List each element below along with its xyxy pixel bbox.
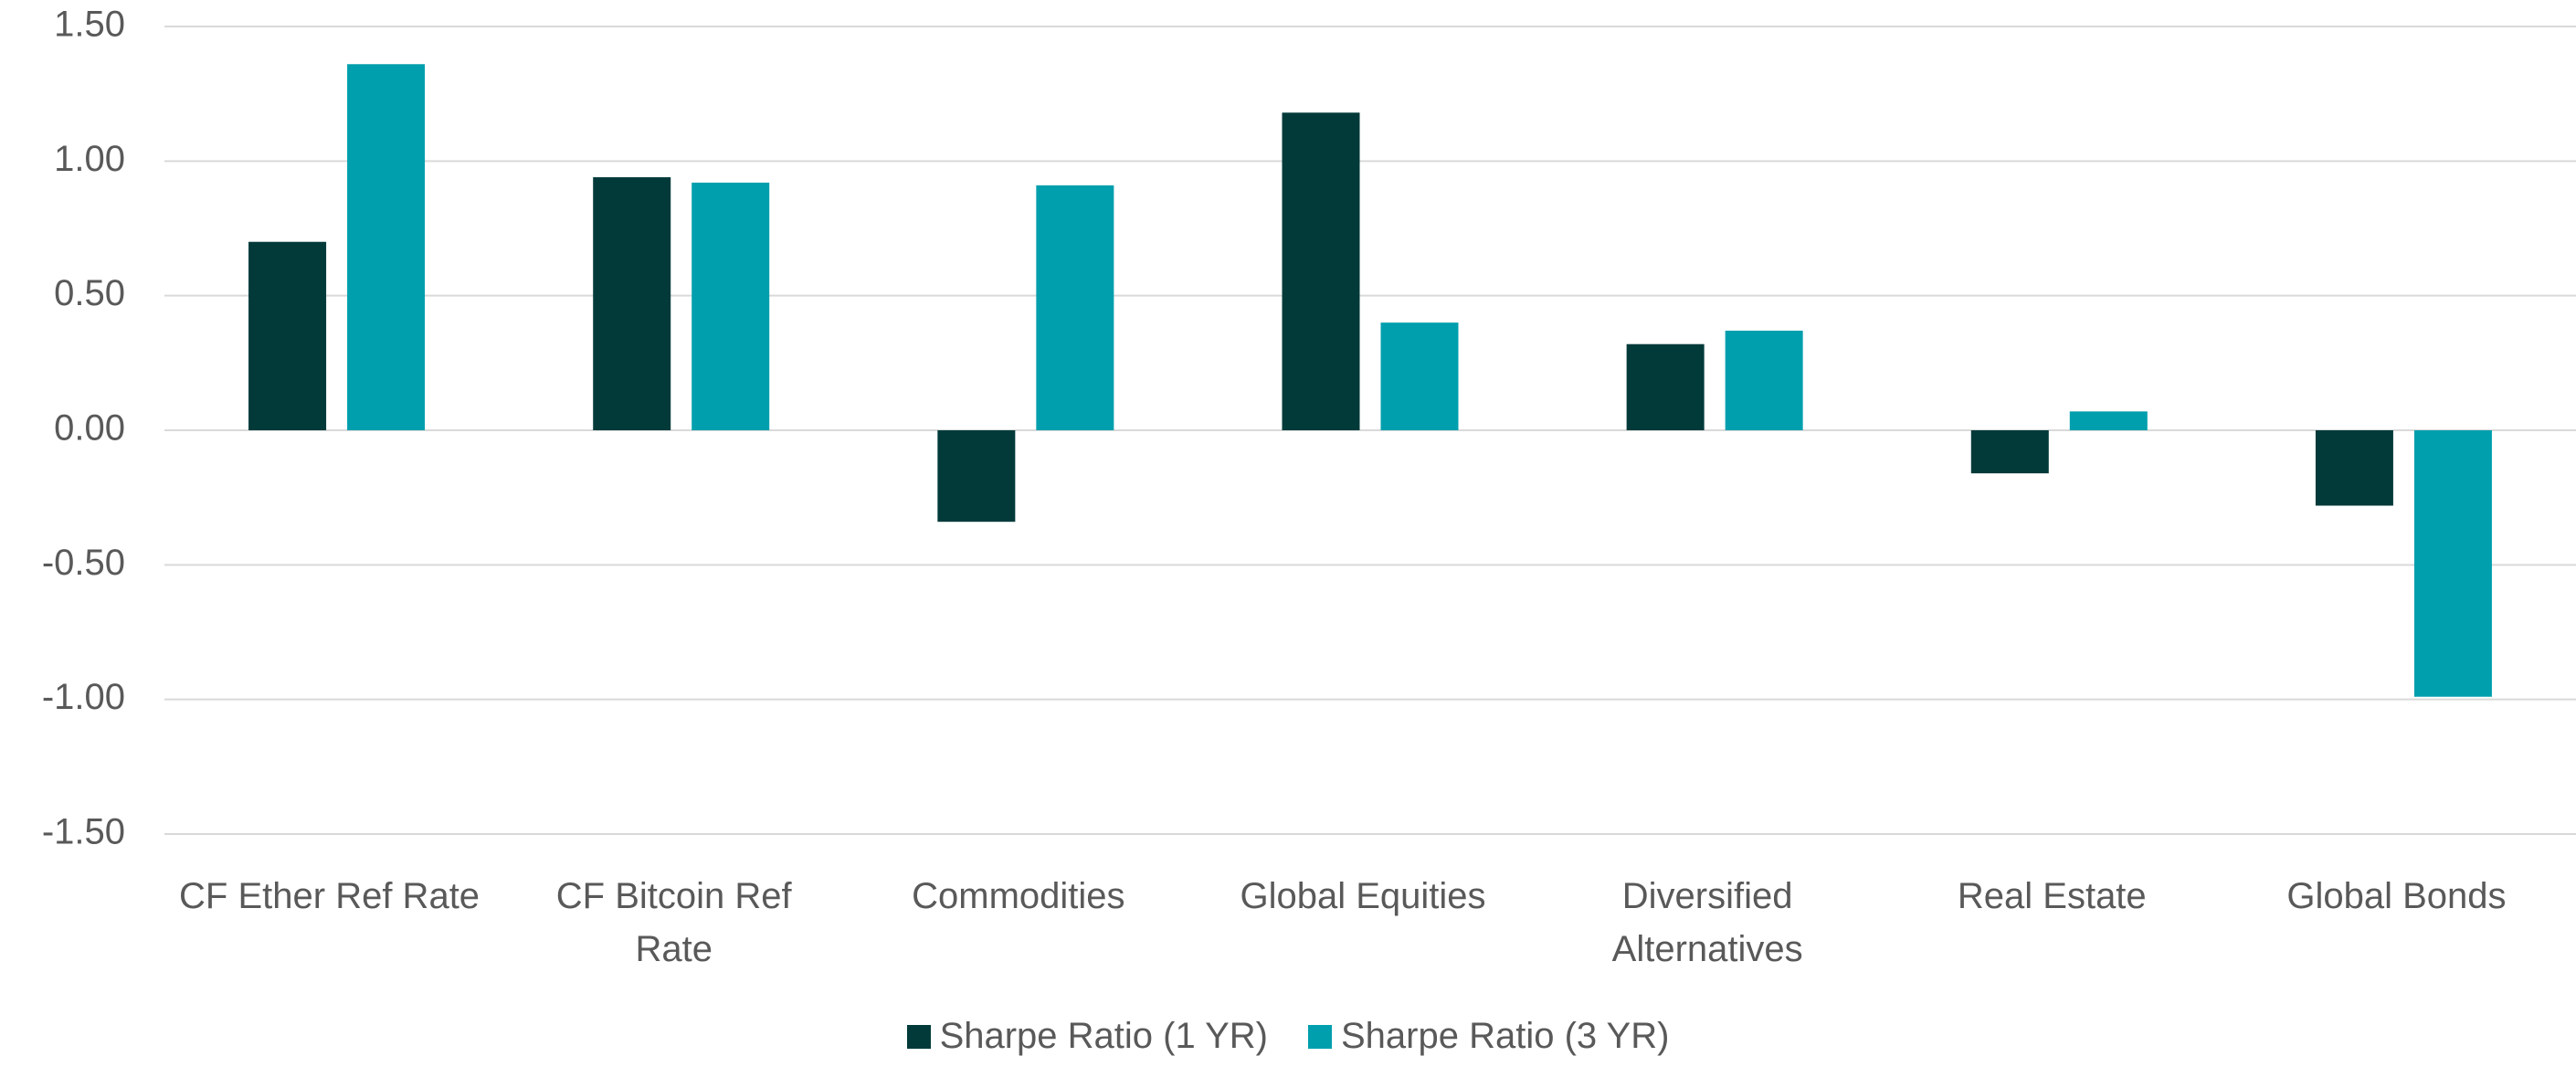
y-tick-label: 1.00 bbox=[54, 139, 125, 179]
legend: Sharpe Ratio (1 YR) Sharpe Ratio (3 YR) bbox=[0, 1016, 2576, 1057]
bar bbox=[347, 64, 426, 431]
bar bbox=[2413, 430, 2492, 697]
bar bbox=[1282, 112, 1360, 430]
bar bbox=[1626, 343, 1705, 430]
bar bbox=[2315, 430, 2393, 506]
bar bbox=[2069, 411, 2148, 430]
y-tick-label: -1.50 bbox=[42, 812, 125, 852]
x-tick-label: Global Bonds bbox=[2286, 876, 2507, 916]
x-tick-label: Real Estate bbox=[1957, 876, 2147, 916]
bar bbox=[692, 182, 770, 430]
x-tick-label: Diversified Alternatives bbox=[1611, 876, 1803, 969]
bar bbox=[1036, 185, 1114, 430]
y-tick-label: 0.50 bbox=[54, 273, 125, 313]
bar bbox=[1380, 322, 1459, 430]
x-tick-label: Global Equities bbox=[1240, 876, 1486, 916]
legend-swatch bbox=[1308, 1024, 1332, 1049]
y-tick-label: 0.00 bbox=[54, 408, 125, 449]
x-tick-label: CF Ether Ref Rate bbox=[179, 876, 480, 916]
bar bbox=[593, 177, 671, 430]
bar bbox=[937, 430, 1016, 523]
y-tick-label: -0.50 bbox=[42, 543, 125, 583]
bar bbox=[1725, 330, 1803, 430]
x-tick-label: Commodities bbox=[912, 876, 1125, 916]
legend-item: Sharpe Ratio (1 YR) bbox=[906, 1016, 1268, 1057]
legend-label: Sharpe Ratio (1 YR) bbox=[939, 1016, 1268, 1056]
x-tick-label: CF Bitcoin Ref Rate bbox=[555, 876, 792, 969]
bar bbox=[248, 241, 327, 430]
bar bbox=[1970, 430, 2049, 474]
legend-swatch bbox=[906, 1024, 931, 1049]
y-tick-label: 1.50 bbox=[54, 5, 125, 45]
legend-item: Sharpe Ratio (3 YR) bbox=[1308, 1016, 1669, 1057]
y-tick-label: -1.00 bbox=[42, 677, 125, 717]
legend-label: Sharpe Ratio (3 YR) bbox=[1341, 1016, 1670, 1056]
